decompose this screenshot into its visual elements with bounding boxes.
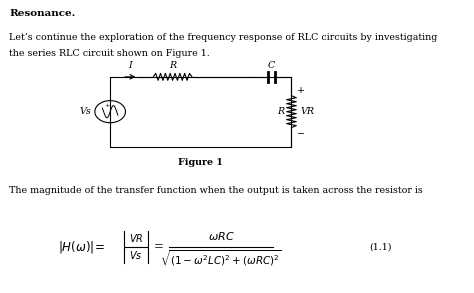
Text: =: = bbox=[154, 240, 164, 253]
Text: Resonance.: Resonance. bbox=[9, 9, 76, 18]
Text: +: + bbox=[104, 103, 109, 108]
Text: Figure 1: Figure 1 bbox=[178, 158, 223, 167]
Text: −: − bbox=[298, 128, 305, 137]
Text: I: I bbox=[128, 61, 132, 70]
Text: R: R bbox=[169, 61, 176, 70]
Text: The magnitude of the transfer function when the output is taken across the resis: The magnitude of the transfer function w… bbox=[9, 186, 423, 195]
Text: $Vs$: $Vs$ bbox=[129, 249, 143, 261]
Text: $\omega RC$: $\omega RC$ bbox=[208, 231, 234, 243]
Text: $|H(\omega)|\!=\!$: $|H(\omega)|\!=\!$ bbox=[58, 239, 105, 255]
Text: $VR$: $VR$ bbox=[129, 232, 144, 244]
Text: +: + bbox=[298, 86, 305, 95]
Text: C: C bbox=[268, 61, 275, 70]
Text: R: R bbox=[277, 107, 284, 116]
Text: Vs: Vs bbox=[79, 107, 91, 116]
Text: (1.1): (1.1) bbox=[370, 242, 392, 251]
Text: Let’s continue the exploration of the frequency response of RLC circuits by inve: Let’s continue the exploration of the fr… bbox=[9, 33, 438, 42]
Text: VR: VR bbox=[301, 107, 314, 116]
Text: the series RLC circuit shown on Figure 1.: the series RLC circuit shown on Figure 1… bbox=[9, 49, 210, 58]
Text: $\sqrt{\left(1-\omega^2LC\right)^2+\left(\omega RC\right)^2}$: $\sqrt{\left(1-\omega^2LC\right)^2+\left… bbox=[160, 248, 282, 268]
